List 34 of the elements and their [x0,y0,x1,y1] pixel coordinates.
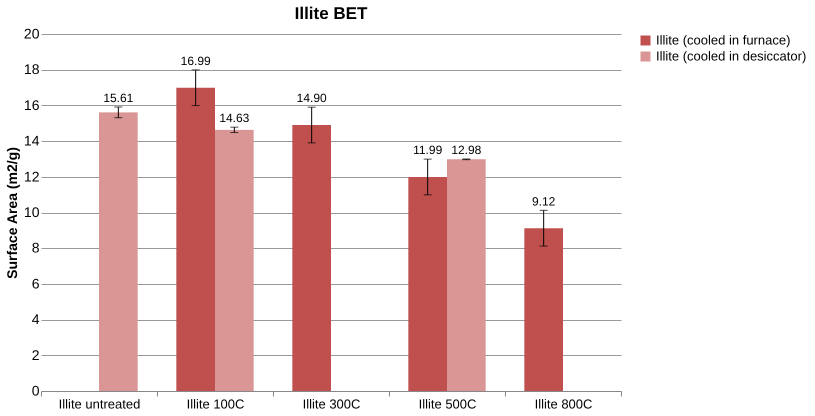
y-tick-label: 0 [32,382,40,398]
y-tick-label: 12 [24,168,40,184]
legend-label: Illite (cooled in furnace) [656,32,790,48]
bar [524,228,563,391]
y-tick-label: 18 [24,61,40,78]
x-tick-label: Illite 800C [534,396,592,412]
bar [99,112,138,391]
data-label: 11.99 [413,143,443,158]
y-tick-label: 2 [32,346,40,363]
bar [176,88,215,391]
bar [447,159,486,391]
data-label: 14.90 [296,91,328,106]
y-tick-label: 20 [24,26,40,42]
x-tick-label: Illite 100C [186,396,244,412]
x-tick-label: Illite 500C [418,396,476,412]
y-tick-label: 8 [32,240,40,256]
bar [408,176,447,391]
x-tick-label: Illite untreated [58,396,140,412]
data-label: 12.98 [451,142,482,157]
y-tick-label: 4 [32,311,40,328]
data-label: 9.12 [532,194,556,208]
y-tick-label: 10 [24,204,40,220]
data-label: 15.61 [103,91,134,106]
y-tick-label: 16 [24,96,40,113]
legend-label: Illite (cooled in desiccator) [656,48,806,64]
y-tick-label: 6 [32,275,40,292]
y-axis-title: Surface Area (m2/g) [4,147,20,279]
data-label: 16.99 [180,54,212,68]
x-tick-label: Illite 300C [302,396,360,412]
bar [215,130,254,391]
bar [292,125,331,391]
y-tick-label: 14 [24,132,40,149]
data-label: 14.63 [219,111,250,126]
chart-title: Illite BET [294,4,368,23]
